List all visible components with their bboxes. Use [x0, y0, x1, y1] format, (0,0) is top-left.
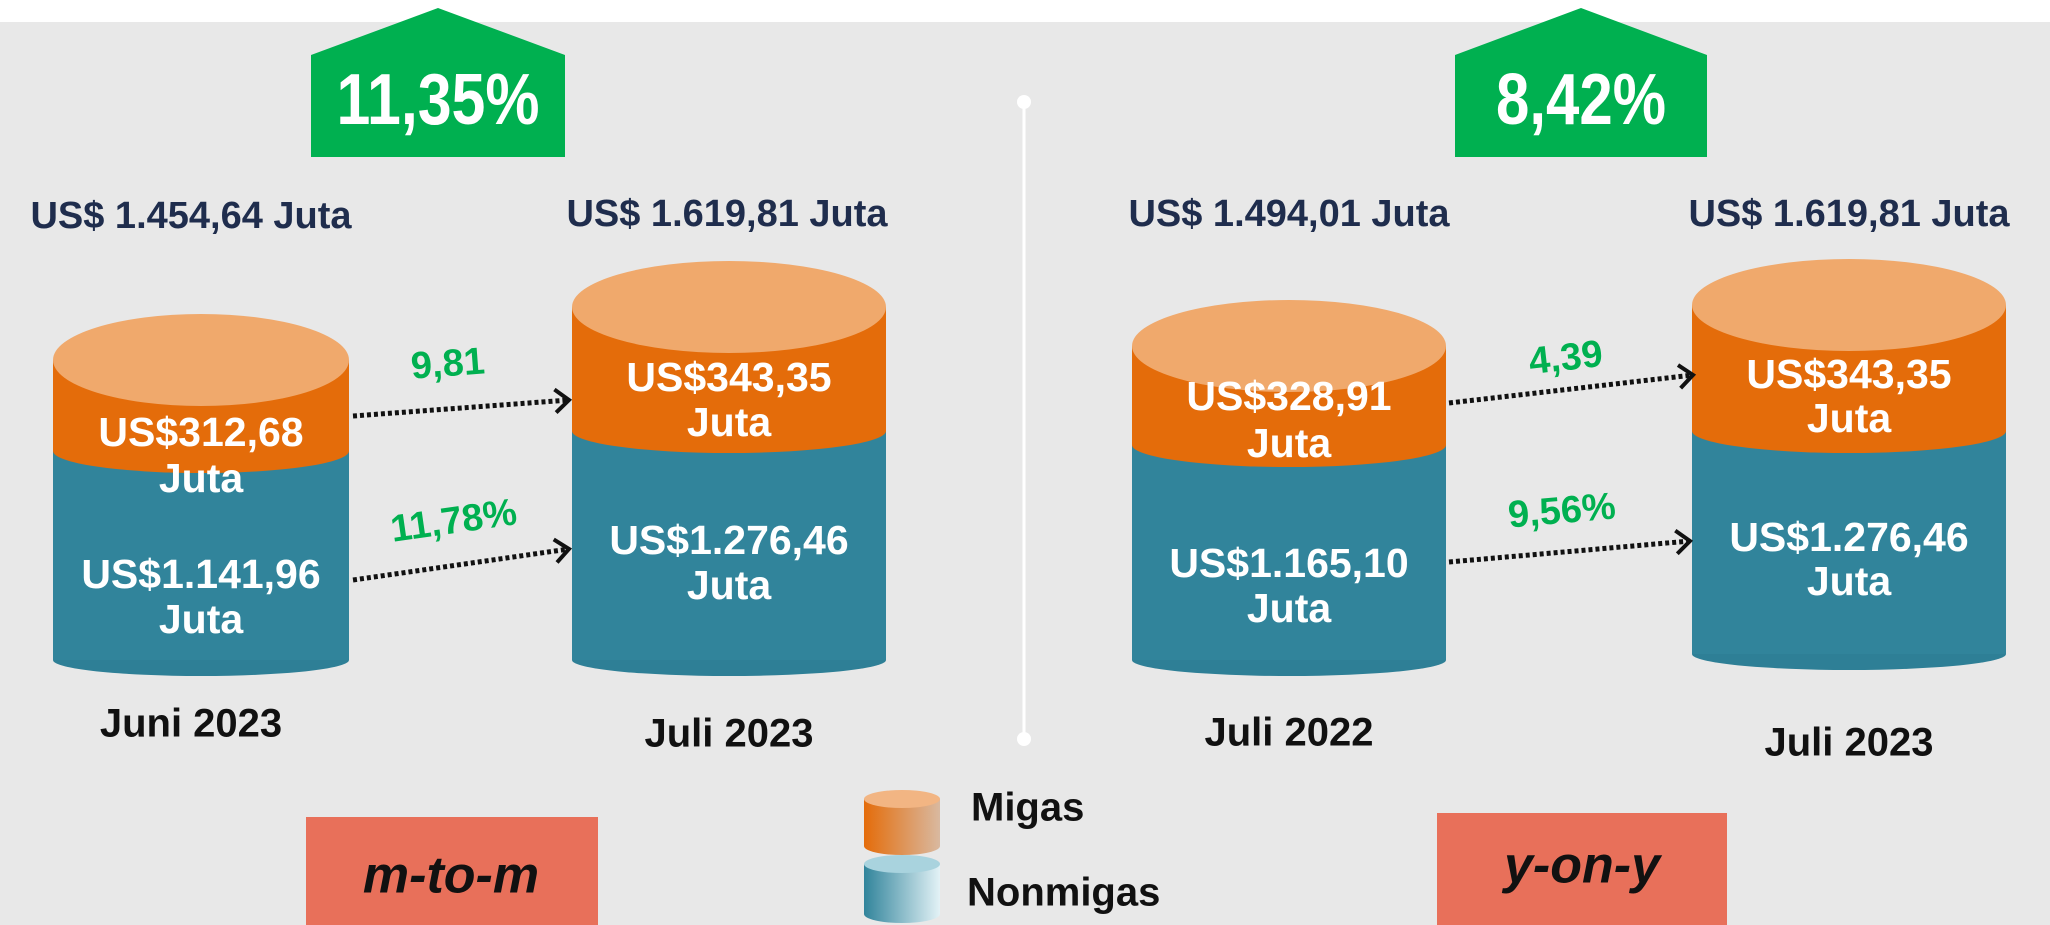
- arrow-line: [352, 397, 570, 419]
- nonmigas-body: [53, 451, 349, 660]
- change-label: 9,81: [409, 340, 486, 387]
- divider-end: [1017, 732, 1031, 746]
- change-label: 4,39: [1527, 333, 1605, 383]
- cylinder-top: [572, 261, 886, 353]
- migas-label: US$343,35: [626, 354, 831, 400]
- nonmigas-body: [1132, 445, 1446, 660]
- migas-label: US$328,91: [1186, 373, 1391, 419]
- period-label: Juli 2023: [644, 712, 813, 756]
- arrow-head: [1676, 363, 1697, 390]
- change-value: 8,42%: [1496, 60, 1666, 140]
- period-label: Juli 2022: [1204, 711, 1373, 755]
- arrow-head: [553, 387, 573, 415]
- total-label: US$ 1.494,01 Juta: [1128, 193, 1450, 235]
- change-badge: [311, 8, 565, 157]
- nonmigas-label: Juta: [159, 596, 245, 642]
- nonmigas-body: [572, 431, 886, 660]
- nonmigas-label: Juta: [687, 562, 773, 608]
- cylinder-top: [1132, 300, 1446, 392]
- change-badge: [1455, 8, 1707, 157]
- total-label: US$ 1.619,81 Juta: [566, 193, 888, 235]
- arrow-line: [352, 546, 570, 583]
- mode-box: [1437, 813, 1727, 925]
- change-label: 9,56%: [1506, 485, 1617, 536]
- migas-label: Juta: [159, 455, 245, 501]
- period-label: Juli 2023: [1764, 721, 1933, 765]
- nonmigas-label: US$1.276,46: [1729, 514, 1968, 560]
- arrow-head: [1674, 529, 1694, 556]
- legend: Migas Nonmigas: [864, 786, 1160, 923]
- cylinder-top: [53, 314, 349, 406]
- legend-icon: [864, 790, 940, 808]
- nonmigas-label: US$1.165,10: [1169, 540, 1408, 586]
- period-label: Juni 2023: [100, 702, 282, 746]
- nonmigas-label: US$1.276,46: [609, 517, 848, 563]
- cylinder-top: [1692, 259, 2006, 351]
- legend-label: Migas: [971, 786, 1084, 830]
- nonmigas-label: Juta: [1247, 585, 1333, 631]
- migas-label: Juta: [1807, 395, 1893, 441]
- nonmigas-body: [1692, 431, 2006, 654]
- arrow-head: [552, 537, 573, 564]
- migas-label: Juta: [687, 399, 773, 445]
- arrow-line: [1448, 538, 1691, 565]
- migas-label: US$343,35: [1746, 351, 1951, 397]
- mode-label: y-on-y: [1501, 837, 1663, 895]
- migas-label: Juta: [1247, 420, 1333, 466]
- change-value: 11,35%: [337, 60, 540, 140]
- arrow-line: [1448, 372, 1694, 406]
- mode-box: [306, 817, 598, 925]
- nonmigas-label: Juta: [1807, 558, 1893, 604]
- total-label: US$ 1.619,81 Juta: [1688, 193, 2010, 235]
- legend-label: Nonmigas: [967, 871, 1160, 915]
- total-label: US$ 1.454,64 Juta: [30, 195, 352, 237]
- migas-label: US$312,68: [98, 409, 303, 455]
- nonmigas-label: US$1.141,96: [81, 551, 320, 597]
- mode-label: m-to-m: [363, 847, 539, 905]
- legend-icon: [864, 855, 940, 873]
- divider-end: [1017, 95, 1031, 109]
